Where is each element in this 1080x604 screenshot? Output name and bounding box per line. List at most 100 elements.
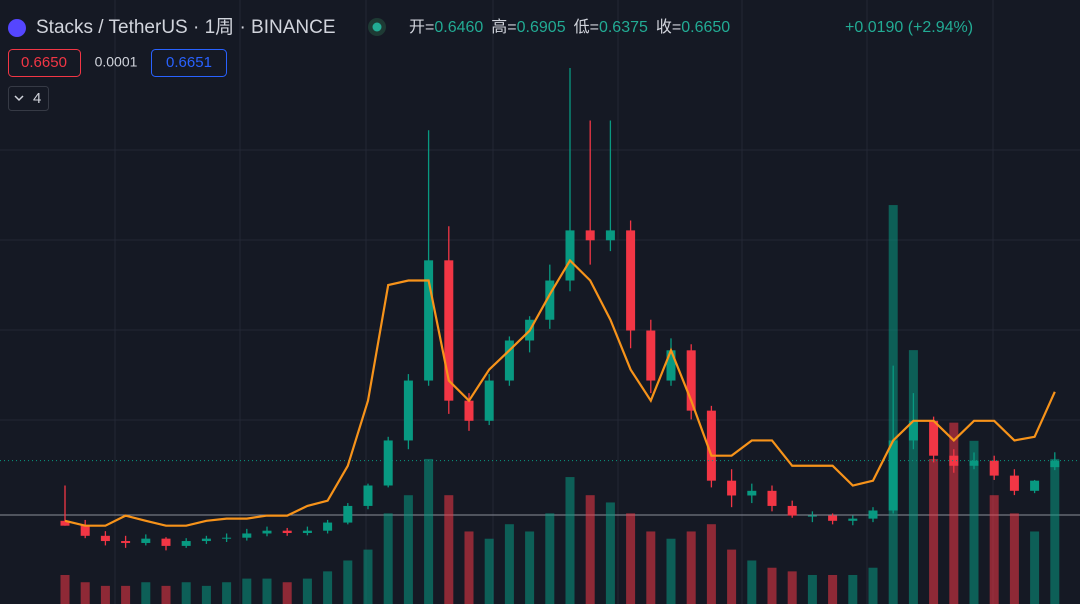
candle-body bbox=[1009, 475, 1019, 491]
volume-bar bbox=[787, 571, 797, 604]
candle-body bbox=[1030, 480, 1040, 491]
volume-bar bbox=[929, 458, 939, 604]
chevron bbox=[14, 95, 24, 102]
volume-bar bbox=[525, 531, 535, 604]
candle-body bbox=[444, 260, 454, 401]
candle-body bbox=[161, 538, 171, 546]
volume-bar bbox=[242, 578, 252, 604]
volume-bar bbox=[181, 582, 191, 604]
change: +0.0190 (+2.94%) bbox=[845, 19, 973, 36]
candle-body bbox=[100, 535, 110, 542]
volume-bar bbox=[646, 531, 656, 604]
volume-bar bbox=[949, 422, 959, 604]
indicators-toggle[interactable] bbox=[8, 86, 49, 111]
volume-bar bbox=[807, 574, 817, 604]
volume-bar bbox=[626, 513, 636, 604]
indicators-count[interactable]: 4 bbox=[33, 90, 41, 107]
buy-button[interactable] bbox=[151, 49, 227, 77]
candle-body bbox=[80, 525, 90, 536]
volume-bar bbox=[1009, 513, 1019, 604]
volume-bar bbox=[141, 582, 151, 604]
volume-bar bbox=[464, 531, 474, 604]
volume-bar bbox=[262, 578, 272, 604]
volume-bar bbox=[747, 560, 757, 604]
candle-body bbox=[646, 330, 656, 381]
candle-body bbox=[121, 541, 131, 543]
candle-body bbox=[989, 460, 999, 476]
volume-bar bbox=[545, 513, 555, 604]
volume-bar bbox=[302, 578, 312, 604]
moving-average bbox=[64, 258, 1056, 527]
volume-bar bbox=[424, 458, 434, 604]
volume-bar bbox=[444, 495, 454, 604]
candle-body bbox=[868, 510, 878, 519]
candle-body bbox=[343, 505, 353, 523]
volume-bar bbox=[989, 495, 999, 604]
volume-bar bbox=[908, 350, 918, 604]
ohlc-value: 0.6375 bbox=[599, 19, 648, 36]
volume-bar bbox=[201, 585, 211, 604]
status-dot bbox=[372, 22, 382, 32]
candle-body bbox=[242, 533, 252, 538]
volume-bar bbox=[161, 585, 171, 604]
spread: 0.0001 bbox=[95, 54, 138, 70]
sell-price[interactable]: 0.6650 bbox=[21, 54, 67, 71]
volume-bar bbox=[666, 538, 676, 604]
ohlc-value: 0.6905 bbox=[517, 19, 566, 36]
candle-body bbox=[807, 515, 817, 517]
candle-body bbox=[424, 260, 434, 381]
volume-bar bbox=[1030, 531, 1040, 604]
volume-bar bbox=[1050, 458, 1060, 604]
candle-body bbox=[787, 505, 797, 516]
symbol-logo bbox=[8, 19, 26, 37]
volume-bar bbox=[585, 495, 595, 604]
ohlc-label: 高= bbox=[491, 18, 516, 36]
candle-body bbox=[666, 350, 676, 381]
volume-bar bbox=[403, 495, 413, 604]
candle-body bbox=[464, 400, 474, 421]
candle-body bbox=[1050, 460, 1060, 468]
candle-body bbox=[222, 537, 232, 539]
volume-bar bbox=[282, 582, 292, 604]
volume-bar bbox=[868, 567, 878, 604]
candle-body bbox=[201, 538, 211, 542]
volume-bar bbox=[222, 582, 232, 604]
ohlc-label: 收= bbox=[656, 18, 681, 36]
volume-bar bbox=[969, 440, 979, 604]
ohlc-value: 0.6650 bbox=[681, 19, 730, 36]
candle-body bbox=[727, 480, 737, 496]
ohlc: 开= 0.6460 高= 0.6905 低= 0.6375 收= 0.6650 bbox=[409, 18, 730, 36]
candle-body bbox=[686, 350, 696, 411]
candle-body bbox=[929, 420, 939, 456]
candle-body bbox=[302, 530, 312, 534]
candle-body bbox=[949, 455, 959, 466]
candle-body bbox=[706, 410, 716, 481]
candle-body bbox=[767, 490, 777, 506]
candle-body bbox=[848, 518, 858, 521]
sell-button[interactable] bbox=[8, 49, 81, 77]
ohlc-label: 开= bbox=[409, 19, 434, 36]
ohlc-label: 低= bbox=[574, 18, 599, 36]
symbol-title: Stacks / TetherUS · 1周 · BINANCE bbox=[36, 17, 336, 38]
candle-body bbox=[141, 538, 151, 543]
volume-bar bbox=[80, 582, 90, 604]
candle-body bbox=[363, 485, 373, 506]
volume-bar bbox=[363, 549, 373, 604]
volume-bar bbox=[383, 513, 393, 604]
candle-body bbox=[565, 230, 575, 281]
candle-body bbox=[323, 522, 333, 531]
volume-bar bbox=[60, 574, 70, 604]
volume-bar bbox=[706, 524, 716, 604]
candle-body bbox=[747, 490, 757, 496]
volume-bar bbox=[100, 585, 110, 604]
candle-body bbox=[545, 280, 555, 320]
buy-price[interactable]: 0.6651 bbox=[166, 54, 212, 71]
volume-bar bbox=[727, 549, 737, 604]
volume-bar bbox=[828, 574, 838, 604]
candle-body bbox=[585, 230, 595, 241]
volume-bar bbox=[504, 524, 514, 604]
candle-body bbox=[282, 530, 292, 534]
candle-body bbox=[828, 515, 838, 521]
